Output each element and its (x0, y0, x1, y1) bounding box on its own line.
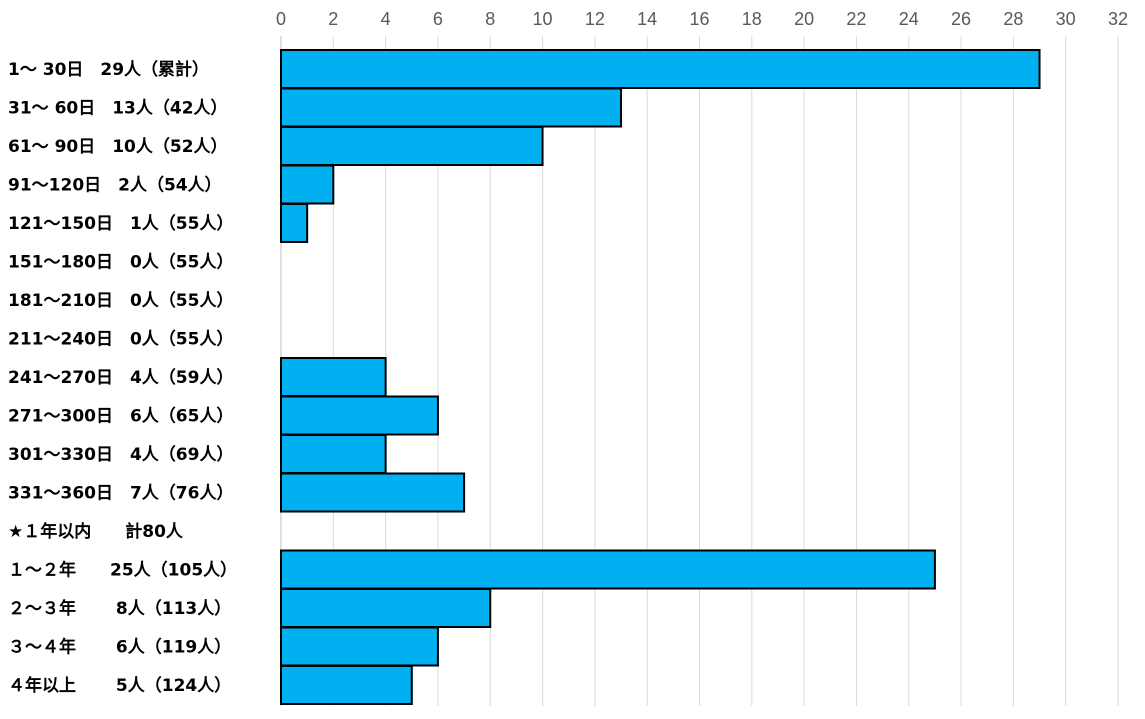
bar (280, 203, 309, 243)
x-tick-label: 8 (485, 9, 495, 29)
x-tick-label: 16 (689, 9, 709, 29)
bar (280, 665, 413, 705)
bar (280, 49, 1041, 89)
x-tick-label: 20 (794, 9, 814, 29)
x-tick-label: 26 (951, 9, 971, 29)
bar (280, 434, 387, 474)
category-label: 61～ 90日 10人（52人） (8, 136, 228, 157)
x-tick-label: 32 (1108, 9, 1128, 29)
bar (280, 395, 439, 436)
bar (280, 164, 335, 205)
category-label: ２～３年 8人（113人） (8, 598, 231, 619)
x-tick-label: 10 (533, 9, 553, 29)
category-label: 331～360日 7人（76人） (8, 483, 233, 504)
bar (280, 588, 492, 628)
x-tick-label: 2 (328, 9, 338, 29)
category-label: 301～330日 4人（69人） (8, 444, 233, 465)
x-tick-label: 4 (381, 9, 391, 29)
x-tick-label: 28 (1003, 9, 1023, 29)
category-label: 211～240日 0人（55人） (8, 329, 233, 350)
category-label: 91～120日 2人（54人） (8, 175, 222, 196)
x-axis-ticks: 0 2 4 6 8 10 12 14 16 18 20 22 24 26 28 30 32 (276, 9, 1128, 29)
bar (280, 357, 387, 397)
x-tick-label: 14 (637, 9, 657, 29)
x-tick-label: 30 (1056, 9, 1076, 29)
category-label: 271～300日 6人（65人） (8, 406, 233, 427)
bar (280, 626, 439, 667)
x-tick-label: 22 (846, 9, 866, 29)
category-label: ３～４年 6人（119人） (8, 637, 231, 658)
x-tick-label: 0 (276, 9, 286, 29)
x-tick-label: 18 (742, 9, 762, 29)
category-label: １～２年 25人（105人） (8, 560, 237, 581)
category-label: ★１年以内 計80人 (8, 521, 184, 542)
category-label: 151～180日 0人（55人） (8, 252, 233, 273)
x-tick-label: 12 (585, 9, 605, 29)
bar (280, 126, 544, 166)
bar (280, 549, 936, 590)
category-label: 241～270日 4人（59人） (8, 367, 233, 388)
category-label: 121～150日 1人（55人） (8, 213, 233, 234)
category-label: 181～210日 0人（55人） (8, 290, 233, 311)
bars (280, 49, 1041, 705)
category-label: ４年以上 5人（124人） (8, 675, 231, 696)
category-label: 1～ 30日 29人（累計） (8, 59, 209, 80)
x-tick-label: 24 (899, 9, 919, 29)
bar (280, 472, 466, 513)
x-tick-label: 6 (433, 9, 443, 29)
bar (280, 87, 623, 128)
category-label: 31～ 60日 13人（42人） (8, 98, 228, 119)
category-labels: 1～ 30日 29人（累計） 31～ 60日 13人（42人） 61～ 90日 10… (8, 59, 237, 696)
